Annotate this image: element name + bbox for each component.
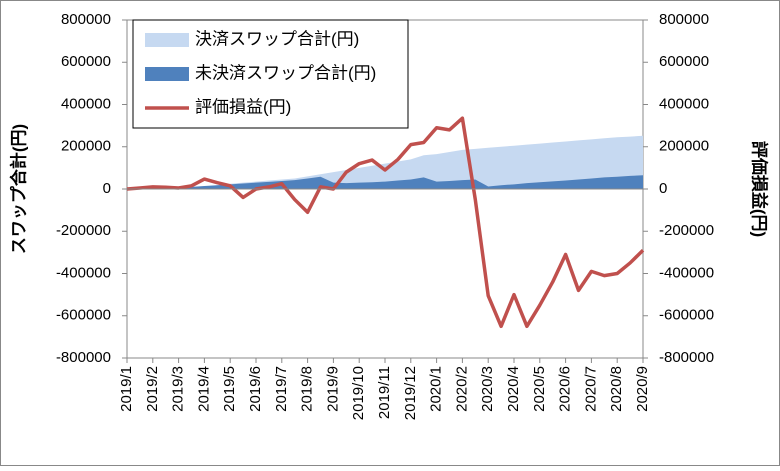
x-tick-label: 2019/12 <box>402 366 419 420</box>
x-tick-label: 2019/10 <box>350 366 367 420</box>
y-tick-label: 0 <box>103 180 111 197</box>
area <box>127 135 643 189</box>
y2-tick-label: -200000 <box>659 222 714 239</box>
x-tick-label: 2019/2 <box>144 366 161 412</box>
y-tick-label: 200000 <box>61 138 111 155</box>
y2-tick-label: 0 <box>659 180 667 197</box>
y2-tick-label: -800000 <box>659 349 714 366</box>
y-tick-label: -200000 <box>56 222 111 239</box>
y2-tick-label: 400000 <box>659 95 709 112</box>
y-tick-label: 600000 <box>61 53 111 70</box>
legend-label: 評価損益(円) <box>195 97 291 116</box>
y2-tick-label: 600000 <box>659 53 709 70</box>
x-tick-label: 2020/7 <box>582 366 599 412</box>
legend-swatch <box>145 33 189 47</box>
x-tick-label: 2019/5 <box>221 366 238 412</box>
y-tick-label: 400000 <box>61 95 111 112</box>
x-tick-label: 2020/9 <box>634 366 651 412</box>
x-tick-label: 2019/4 <box>195 366 212 412</box>
x-tick-label: 2019/6 <box>247 366 264 412</box>
y-axis-label: スワップ合計(円) <box>8 124 28 254</box>
x-tick-label: 2020/5 <box>531 366 548 412</box>
legend-swatch <box>145 67 189 81</box>
y2-tick-label: -400000 <box>659 264 714 281</box>
area <box>127 175 643 189</box>
y-tick-label: -600000 <box>56 307 111 324</box>
y2-tick-label: 800000 <box>659 11 709 28</box>
x-tick-label: 2019/8 <box>299 366 316 412</box>
x-tick-label: 2020/3 <box>479 366 496 412</box>
x-tick-label: 2020/2 <box>453 366 470 412</box>
y-tick-label: -800000 <box>56 349 111 366</box>
x-tick-label: 2020/4 <box>505 366 522 412</box>
y-tick-label: 800000 <box>61 11 111 28</box>
x-tick-label: 2019/11 <box>376 366 393 419</box>
line <box>126 116 645 329</box>
x-tick-label: 2020/6 <box>557 366 574 412</box>
x-tick-label: 2019/7 <box>273 366 290 412</box>
y2-axis-label: 評価損益(円) <box>750 141 770 237</box>
x-tick-label: 2020/1 <box>428 366 445 412</box>
y2-tick-label: -600000 <box>659 307 714 324</box>
x-tick-label: 2020/8 <box>608 366 625 412</box>
x-tick-label: 2019/9 <box>324 366 341 412</box>
y2-tick-label: 200000 <box>659 138 709 155</box>
x-tick-label: 2019/3 <box>170 366 187 412</box>
x-tick-label: 2019/1 <box>118 366 135 412</box>
legend-label: 未決済スワップ合計(円) <box>195 63 376 82</box>
legend-label: 決済スワップ合計(円) <box>195 29 359 48</box>
y-tick-label: -400000 <box>56 264 111 281</box>
